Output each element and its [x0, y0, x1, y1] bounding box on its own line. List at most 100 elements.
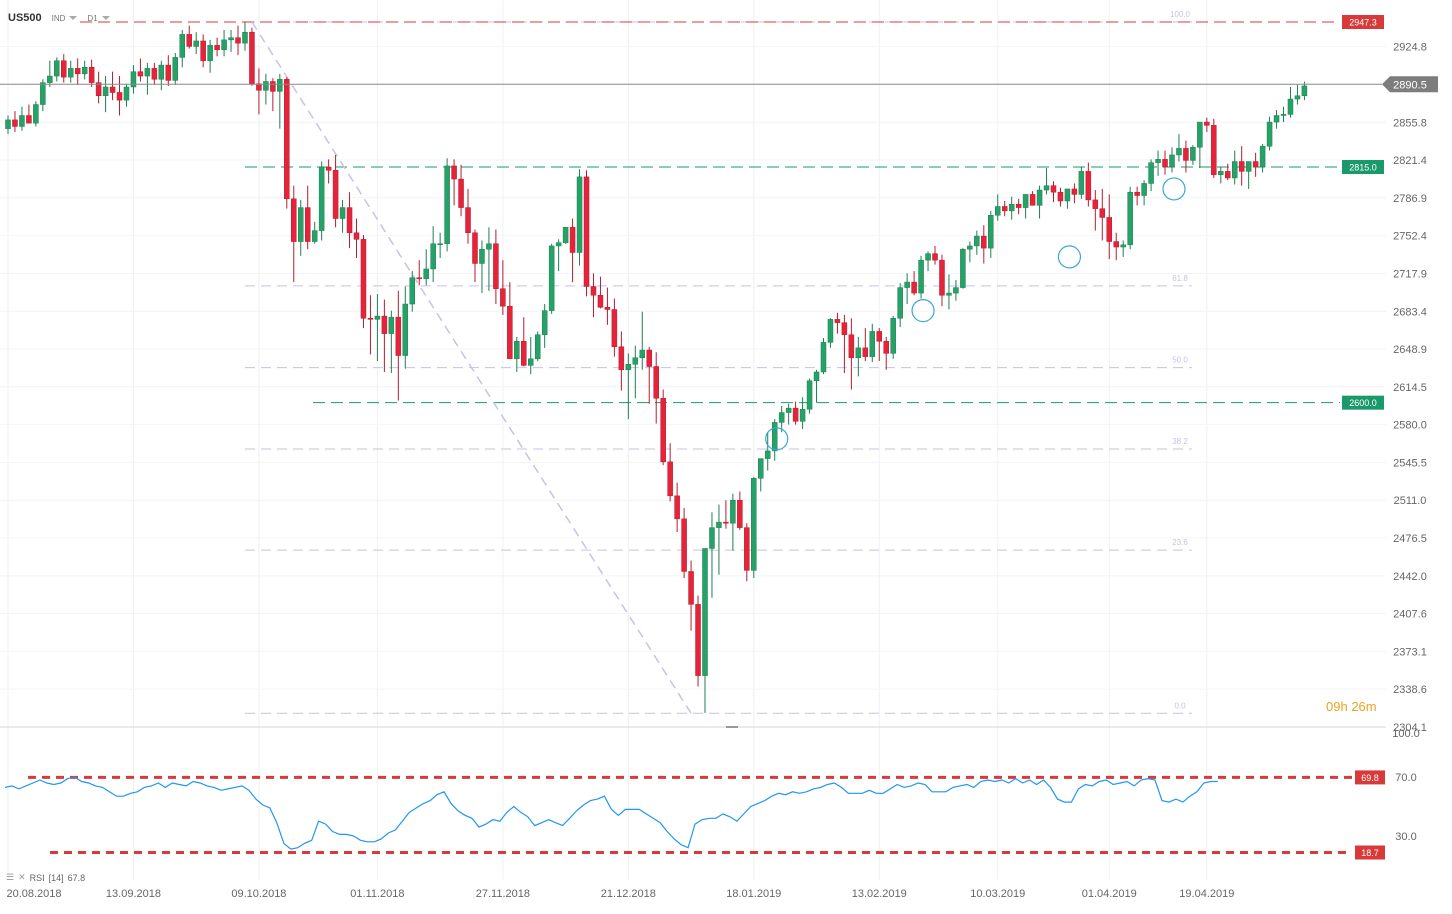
- candle-down: [270, 81, 276, 92]
- settings-icon[interactable]: ☰: [6, 872, 15, 882]
- candle-up: [555, 242, 562, 247]
- y-tick-label: 2614.5: [1393, 382, 1427, 394]
- level-badge: [1342, 15, 1384, 29]
- candle-up: [158, 64, 165, 80]
- candle-down: [137, 71, 144, 77]
- candle-down: [981, 235, 987, 249]
- chart-header: US500 IND D1: [8, 12, 110, 24]
- fib-level-label: 100.0: [1170, 10, 1191, 19]
- x-tick-label: 20.08.2018: [6, 888, 61, 900]
- candle-down: [12, 119, 18, 127]
- candle-down: [604, 307, 611, 310]
- y-tick-label: 2683.4: [1393, 306, 1427, 318]
- candle-up: [918, 259, 924, 294]
- rsi-panel[interactable]: 100.0 70.0 30.0 69.8 18.7: [4, 728, 1420, 860]
- candle-up: [5, 119, 11, 129]
- candle-down: [1238, 161, 1245, 172]
- candle-up: [946, 292, 952, 296]
- candle-up: [562, 227, 569, 243]
- y-tick-label: 2786.9: [1393, 193, 1427, 205]
- candle-down: [660, 398, 666, 463]
- horizontal-levels[interactable]: 2947.3 2815.0 2600.0: [80, 15, 1384, 410]
- rsi-line: [4, 776, 1218, 850]
- interval-selector[interactable]: D1: [87, 14, 110, 23]
- candle-down: [862, 347, 869, 357]
- candle-down: [911, 281, 917, 294]
- level-badge-label: 2600.0: [1349, 398, 1377, 408]
- candle-down: [507, 305, 513, 360]
- support-circle: [765, 427, 789, 451]
- candle-up: [1036, 189, 1043, 206]
- level-badge: [1342, 160, 1384, 175]
- candle-up: [639, 349, 646, 358]
- rsi-tick-label: 100.0: [1392, 728, 1420, 740]
- candle-down: [74, 68, 81, 75]
- y-tick-label: 2855.8: [1393, 117, 1427, 129]
- candle-timer: 09h 26m: [1326, 699, 1377, 714]
- support-circles[interactable]: [765, 177, 1186, 451]
- candle-down: [61, 60, 67, 78]
- candle-up: [1176, 148, 1182, 156]
- candle-up: [130, 71, 137, 88]
- symbol-label[interactable]: US500: [8, 12, 42, 24]
- x-tick-label: 13.02.2019: [852, 888, 907, 900]
- candle-down: [256, 83, 262, 91]
- candle-down: [583, 176, 590, 287]
- candle-down: [325, 166, 332, 171]
- close-icon[interactable]: ✕: [18, 872, 26, 882]
- candle-up: [242, 31, 248, 44]
- candle-up: [576, 176, 583, 253]
- candle-up: [764, 450, 771, 459]
- candle-up: [702, 548, 708, 676]
- candle-down: [848, 334, 855, 358]
- candle-up: [897, 287, 903, 319]
- y-tick-label: 2648.9: [1393, 344, 1427, 356]
- fib-level-label: 38.2: [1172, 437, 1188, 446]
- last-price-line: 2890.5: [0, 76, 1438, 93]
- candle-down: [1183, 148, 1189, 161]
- y-axis: 2924.8 2855.8 2821.4 2786.9 2752.4 2717.9 2683…: [1393, 42, 1427, 734]
- candle-up: [54, 60, 60, 77]
- rsi-tick-label: 70.0: [1395, 772, 1416, 784]
- candle-up: [40, 82, 46, 105]
- y-tick-label: 2373.1: [1393, 646, 1427, 658]
- level-badge: [1342, 395, 1384, 410]
- candle-up: [1127, 191, 1133, 246]
- candle-up: [311, 230, 318, 242]
- candle-up: [1301, 85, 1308, 97]
- candle-down: [737, 499, 743, 528]
- trendline[interactable]: [251, 21, 692, 714]
- candle-up: [444, 165, 450, 244]
- x-tick-label: 09.10.2018: [231, 888, 286, 900]
- candle-up: [820, 342, 827, 373]
- candle-down: [360, 239, 367, 319]
- candle-down: [674, 495, 680, 520]
- timer-unit: m: [1365, 699, 1377, 714]
- candle-down: [1092, 199, 1099, 209]
- support-circle: [911, 298, 935, 323]
- rsi-period: [14]: [48, 872, 64, 883]
- candles: [5, 22, 1308, 713]
- rsi-name: RSI: [29, 872, 45, 883]
- y-tick-label: 2821.4: [1393, 155, 1427, 167]
- candle-down: [597, 295, 604, 308]
- candle-up: [81, 67, 88, 75]
- candle-down: [235, 37, 241, 44]
- candle-up: [1266, 121, 1273, 147]
- candle-down: [834, 319, 841, 323]
- x-tick-label: 18.01.2019: [726, 888, 781, 900]
- rsi-level-badge: [1355, 845, 1385, 860]
- candle-up: [1043, 185, 1050, 191]
- candle-down: [346, 207, 353, 234]
- x-tick-label: 01.04.2019: [1082, 888, 1137, 900]
- candle-up: [960, 248, 966, 288]
- candle-down: [214, 45, 220, 50]
- candle-up: [625, 364, 632, 371]
- fib-level-label: 50.0: [1172, 356, 1188, 365]
- candle-down: [26, 115, 32, 124]
- candle-down: [569, 227, 576, 253]
- market-selector[interactable]: IND: [52, 14, 78, 23]
- candle-down: [109, 86, 116, 93]
